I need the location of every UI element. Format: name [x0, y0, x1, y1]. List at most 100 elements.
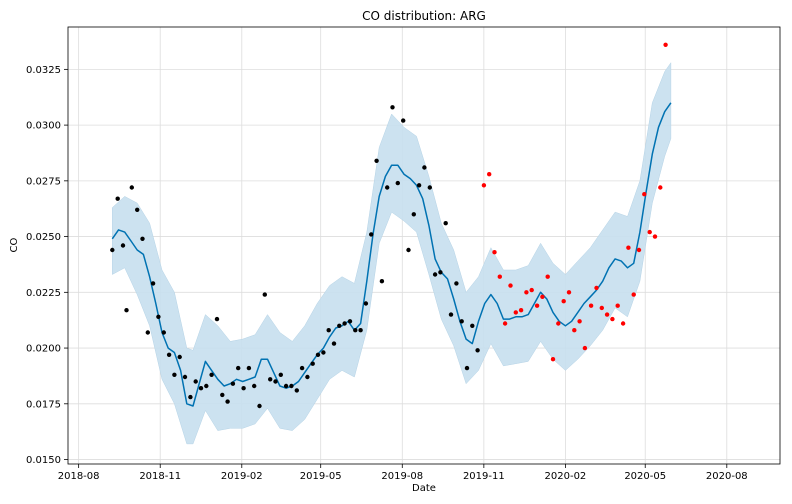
history-point-19 [209, 372, 214, 377]
history-point-8 [150, 281, 156, 286]
x-tick-label-1: 2018-11 [139, 471, 181, 482]
history-point-0 [110, 247, 115, 253]
test-point-32 [652, 234, 658, 239]
uncertainty-band [112, 61, 672, 445]
history-point-18 [204, 383, 209, 389]
history-point-5 [135, 207, 140, 212]
history-point-43 [337, 323, 342, 328]
test-point-20 [588, 303, 594, 308]
history-point-28 [257, 403, 262, 409]
x-tick-label-7: 2020-05 [624, 471, 666, 482]
y-tick-label-0: 0.0150 [26, 455, 61, 466]
x-tick-label-5: 2019-11 [463, 471, 505, 482]
history-point-6 [140, 236, 145, 241]
test-point-13 [550, 357, 556, 362]
history-point-20 [214, 316, 220, 322]
history-point-26 [246, 365, 252, 371]
test-point-2 [492, 250, 497, 255]
test-point-18 [577, 319, 582, 324]
history-point-1 [115, 196, 120, 201]
history-point-61 [432, 272, 438, 277]
history-point-48 [363, 301, 369, 306]
test-point-5 [508, 283, 513, 288]
history-point-62 [438, 270, 443, 275]
test-point-27 [626, 245, 631, 250]
history-point-16 [193, 379, 198, 384]
history-point-57 [411, 212, 416, 217]
test-point-7 [518, 308, 524, 313]
history-point-63 [443, 221, 448, 226]
history-point-7 [145, 330, 150, 335]
history-point-34 [289, 383, 294, 389]
history-point-52 [385, 185, 390, 190]
history-point-56 [406, 247, 411, 253]
y-tick-label-7: 0.0325 [26, 65, 61, 76]
history-point-49 [369, 232, 374, 237]
y-axis-label: CO [9, 237, 20, 252]
history-point-41 [326, 328, 331, 333]
history-point-14 [182, 374, 188, 380]
history-point-64 [448, 312, 454, 317]
test-point-26 [620, 321, 626, 326]
history-point-12 [172, 372, 177, 377]
test-point-14 [556, 321, 561, 326]
x-axis-ticks: 2018-08 2018-11 2019-02 2019-05 2019-08 2019-… [58, 464, 748, 482]
history-point-68 [470, 323, 475, 328]
y-tick-label-6: 0.0300 [26, 121, 61, 132]
y-tick-label-2: 0.0200 [26, 344, 61, 355]
history-point-33 [283, 383, 289, 389]
test-point-28 [631, 292, 636, 297]
test-point-4 [502, 321, 508, 326]
test-point-34 [663, 42, 668, 47]
test-point-6 [513, 310, 518, 315]
test-point-3 [497, 274, 502, 279]
history-point-55 [401, 118, 406, 123]
test-point-19 [582, 345, 588, 351]
x-tick-label-8: 2020-08 [706, 471, 748, 482]
history-point-39 [315, 352, 321, 357]
history-point-38 [310, 361, 315, 366]
test-point-33 [658, 185, 663, 190]
plot-frame [67, 26, 781, 465]
history-point-15 [188, 394, 193, 400]
history-point-65 [454, 281, 459, 286]
history-point-4 [129, 185, 134, 190]
history-point-45 [347, 319, 353, 324]
history-point-35 [294, 388, 299, 393]
test-point-31 [647, 229, 652, 235]
test-point-16 [566, 290, 572, 295]
y-tick-label-1: 0.0175 [26, 399, 61, 410]
test-point-23 [604, 312, 610, 317]
forecast-line [111, 102, 672, 407]
forecast-line-group [111, 102, 672, 407]
test-point-29 [636, 247, 642, 253]
history-point-9 [156, 314, 161, 319]
x-tick-label-0: 2018-08 [58, 471, 100, 482]
test-point-0 [481, 183, 487, 188]
history-point-27 [252, 383, 257, 389]
test-point-11 [540, 294, 545, 299]
chart-title: CO distribution: ARG [362, 9, 486, 23]
history-point-47 [358, 328, 363, 333]
history-point-31 [273, 379, 278, 384]
history-point-10 [161, 330, 166, 335]
history-point-51 [379, 279, 385, 284]
history-point-59 [422, 165, 427, 170]
test-point-10 [534, 303, 540, 308]
history-point-29 [262, 292, 267, 297]
history-point-25 [241, 386, 246, 391]
data-points [110, 42, 668, 409]
x-tick-label-4: 2019-08 [381, 471, 423, 482]
x-axis-label: Date [412, 483, 436, 494]
test-point-25 [615, 303, 620, 308]
y-tick-label-5: 0.0275 [26, 176, 61, 187]
test-point-21 [594, 285, 599, 291]
history-point-69 [475, 348, 480, 353]
test-point-15 [561, 299, 566, 304]
history-point-36 [299, 365, 305, 371]
test-point-9 [529, 287, 534, 293]
history-point-67 [464, 365, 470, 371]
history-point-2 [120, 243, 126, 248]
history-point-24 [236, 365, 241, 371]
